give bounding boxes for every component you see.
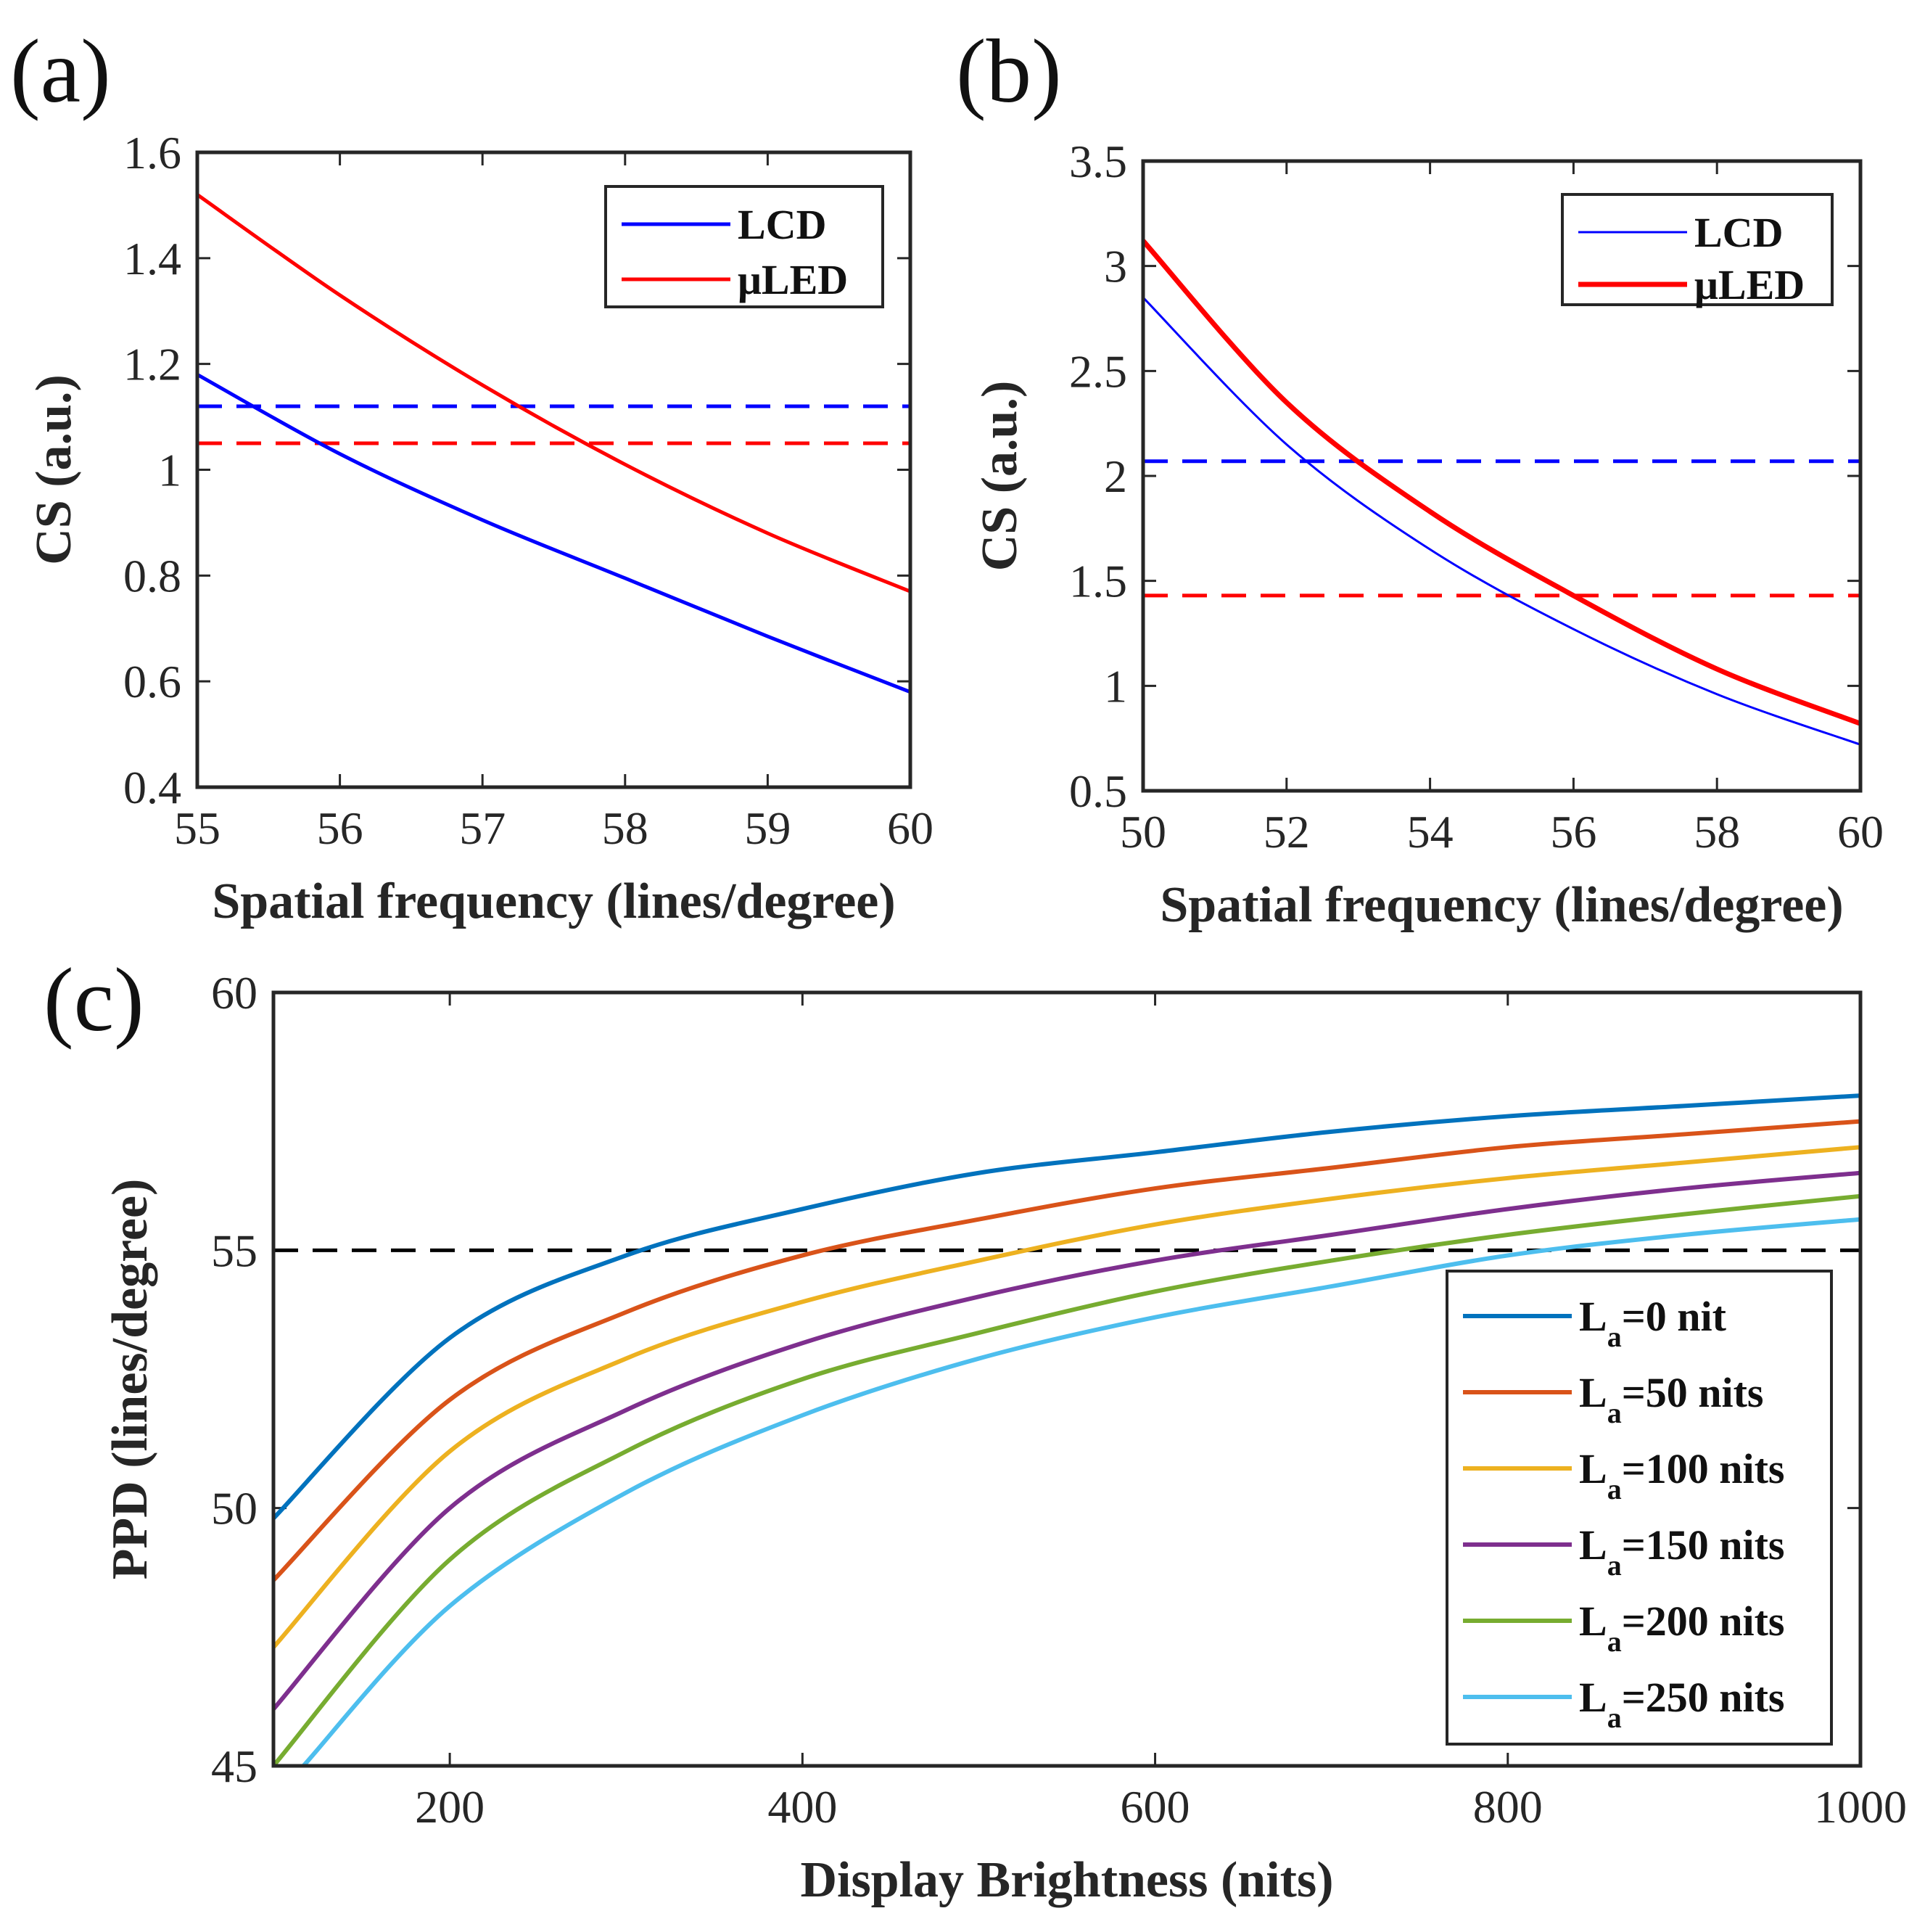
x-tick-label: 57 bbox=[459, 802, 506, 854]
legend-label-main: L bbox=[1579, 1521, 1607, 1569]
y-tick-label: 1.4 bbox=[123, 233, 181, 284]
y-tick-label: 3 bbox=[1104, 241, 1127, 292]
legend-label-rest: =100 nits bbox=[1622, 1445, 1785, 1492]
y-tick-label: 1.2 bbox=[123, 339, 181, 390]
x-tick-label: 52 bbox=[1264, 806, 1310, 858]
series-line bbox=[197, 373, 910, 694]
legend-label: La=100 nits bbox=[1579, 1445, 1785, 1505]
y-tick-label: 60 bbox=[211, 967, 257, 1019]
y-tick-label: 0.6 bbox=[123, 656, 181, 707]
legend-label-subscript: a bbox=[1607, 1701, 1622, 1734]
plot-frame bbox=[271, 990, 1863, 1768]
series-line bbox=[1143, 239, 1860, 726]
y-tick-label: 2 bbox=[1104, 451, 1127, 502]
y-tick-label: 50 bbox=[211, 1483, 257, 1534]
legend-label: μLED bbox=[1694, 261, 1805, 308]
y-axis-title: CS (a.u.) bbox=[972, 381, 1028, 572]
series-line bbox=[273, 1093, 1860, 1520]
series-line bbox=[273, 1145, 1860, 1649]
plot-frame bbox=[195, 150, 912, 789]
y-tick-label: 1 bbox=[1104, 660, 1127, 712]
legend-label: μLED bbox=[738, 256, 848, 303]
legend-label-subscript: a bbox=[1607, 1625, 1622, 1658]
legend-label: La=150 nits bbox=[1579, 1521, 1785, 1582]
x-tick-label: 59 bbox=[744, 802, 791, 854]
y-tick-label: 0.4 bbox=[123, 762, 181, 813]
y-tick-label: 45 bbox=[211, 1740, 257, 1792]
legend-label: La=50 nits bbox=[1579, 1369, 1764, 1429]
legend: LCD μLED bbox=[604, 185, 884, 308]
plot-frame bbox=[1141, 159, 1863, 793]
series-line bbox=[273, 1170, 1860, 1711]
panel-a-chart: 55 56 57 58 59 60 0.4 0.6 0.8 1 1.2 1.4 1.6 Spatial f… bbox=[26, 127, 933, 929]
legend-label-main: L bbox=[1579, 1293, 1607, 1340]
y-axis-title: CS (a.u.) bbox=[26, 374, 82, 565]
panel-a-label: (a) bbox=[10, 22, 111, 122]
y-tick-label: 2.5 bbox=[1069, 345, 1127, 397]
x-tick-label: 800 bbox=[1473, 1781, 1543, 1833]
x-tick-label: 1000 bbox=[1814, 1781, 1907, 1833]
legend-label: La=200 nits bbox=[1579, 1598, 1785, 1658]
series-line bbox=[302, 1217, 1860, 1766]
y-tick-label: 0.5 bbox=[1069, 765, 1127, 817]
legend-label-rest: =50 nits bbox=[1622, 1369, 1764, 1416]
legend-label: La=0 nit bbox=[1579, 1293, 1727, 1353]
legend-box bbox=[1446, 1270, 1833, 1746]
series-line bbox=[1143, 297, 1860, 746]
x-tick-label: 60 bbox=[887, 802, 933, 854]
series-line bbox=[197, 193, 910, 593]
y-tick-label: 55 bbox=[211, 1225, 257, 1276]
legend-label-subscript: a bbox=[1607, 1397, 1622, 1429]
legend-label-main: L bbox=[1579, 1445, 1607, 1492]
x-tick-label: 55 bbox=[174, 802, 220, 854]
x-axis-title: Spatial frequency (lines/degree) bbox=[212, 873, 895, 929]
y-tick-label: 1 bbox=[158, 445, 181, 496]
y-axis-title: PPD (lines/degree) bbox=[102, 1179, 158, 1580]
y-tick-label: 0.8 bbox=[123, 550, 181, 601]
plot-area bbox=[273, 1093, 1860, 1766]
legend-label: LCD bbox=[1694, 209, 1783, 256]
legend-label-main: L bbox=[1579, 1598, 1607, 1645]
legend: LCD μLED bbox=[1561, 193, 1834, 308]
plot-area bbox=[197, 193, 910, 694]
x-tick-label: 54 bbox=[1407, 806, 1454, 858]
panel-c-chart: 200 400 600 800 1000 45 50 55 60 Display Brightne… bbox=[102, 967, 1907, 1908]
y-tick-label: 1.6 bbox=[123, 127, 181, 178]
legend-label: LCD bbox=[738, 201, 826, 248]
series-line bbox=[273, 1119, 1860, 1582]
x-tick-label: 58 bbox=[602, 802, 648, 854]
panel-c-label: (c) bbox=[44, 950, 144, 1051]
plot-area bbox=[1143, 239, 1860, 746]
x-axis-title: Display Brightness (nits) bbox=[800, 1852, 1333, 1908]
legend-label-rest: =200 nits bbox=[1622, 1598, 1785, 1645]
legend-label-rest: =0 nit bbox=[1622, 1293, 1727, 1340]
series-line bbox=[273, 1193, 1860, 1766]
legend-label-main: L bbox=[1579, 1674, 1607, 1721]
x-tick-label: 200 bbox=[415, 1781, 485, 1833]
legend-label-rest: =250 nits bbox=[1622, 1674, 1785, 1721]
x-axis-title: Spatial frequency (lines/degree) bbox=[1160, 877, 1843, 933]
x-tick-label: 56 bbox=[317, 802, 363, 854]
x-tick-label: 50 bbox=[1120, 806, 1166, 858]
legend-label-rest: =150 nits bbox=[1622, 1521, 1785, 1569]
legend-label: La=250 nits bbox=[1579, 1674, 1785, 1734]
panel-b-chart: 50 52 54 56 58 60 0.5 1 1.5 2 2.5 3 3.5 Spatial frequ… bbox=[972, 136, 1884, 933]
legend-label-subscript: a bbox=[1607, 1549, 1622, 1582]
x-tick-label: 400 bbox=[767, 1781, 837, 1833]
x-tick-label: 600 bbox=[1121, 1781, 1190, 1833]
legend-label-subscript: a bbox=[1607, 1320, 1622, 1353]
panel-b-label: (b) bbox=[956, 22, 1062, 122]
legend-label-subscript: a bbox=[1607, 1473, 1622, 1505]
y-tick-label: 1.5 bbox=[1069, 556, 1127, 607]
y-tick-label: 3.5 bbox=[1069, 136, 1127, 187]
x-tick-label: 58 bbox=[1694, 806, 1740, 858]
legend-label-main: L bbox=[1579, 1369, 1607, 1416]
legend-box bbox=[604, 185, 884, 308]
x-tick-label: 60 bbox=[1837, 806, 1884, 858]
x-tick-label: 56 bbox=[1550, 806, 1596, 858]
